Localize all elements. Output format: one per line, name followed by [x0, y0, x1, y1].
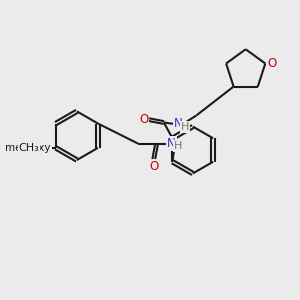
Text: methoxy: methoxy [5, 143, 51, 153]
Text: O: O [267, 57, 276, 70]
Text: N: N [174, 118, 183, 130]
Text: methoxy: methoxy [0, 299, 1, 300]
Text: N: N [167, 137, 176, 150]
Text: H: H [181, 122, 189, 132]
Text: O: O [39, 141, 48, 154]
Text: O: O [139, 113, 148, 126]
Text: O: O [149, 160, 158, 173]
Text: H: H [174, 141, 182, 151]
Text: CH₃: CH₃ [19, 143, 39, 153]
